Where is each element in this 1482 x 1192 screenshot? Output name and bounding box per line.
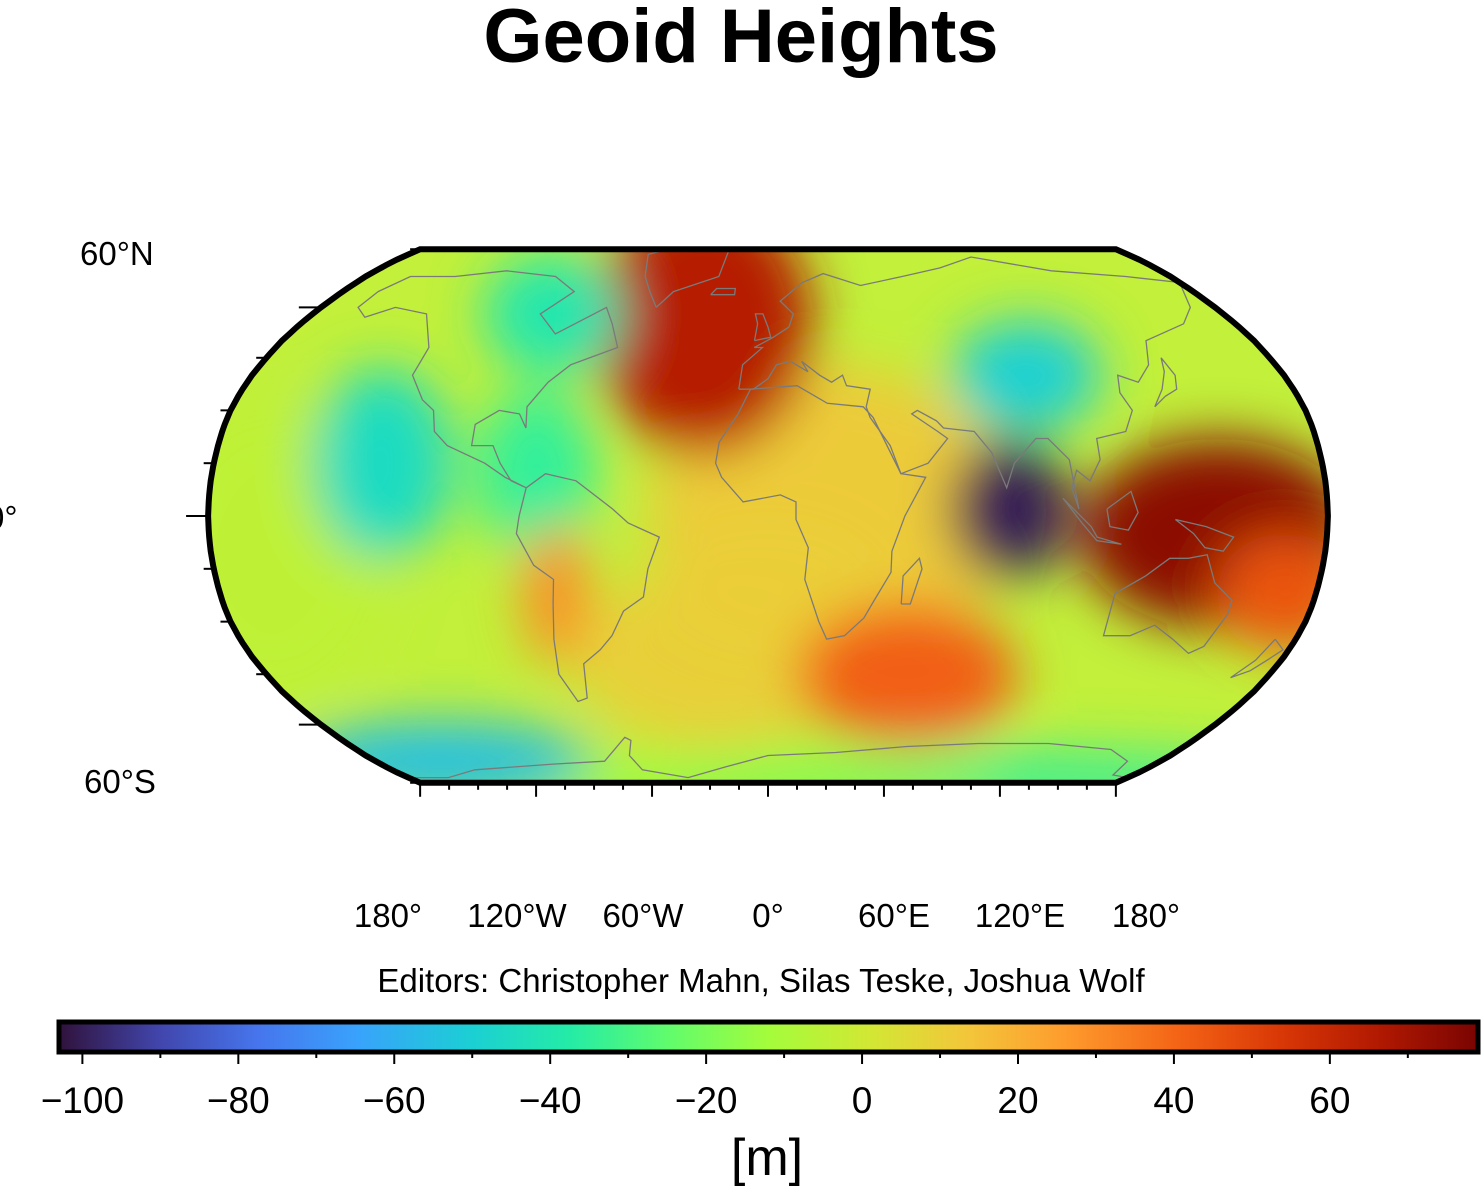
colorbar-tick-label: 60	[1309, 1080, 1351, 1121]
coastline-uk	[753, 313, 772, 342]
coastline-africa	[714, 385, 927, 640]
lon-label-120w: 120°W	[467, 897, 567, 934]
lon-label-180e: 180°	[1111, 897, 1181, 934]
lon-label-0: 0°	[752, 897, 784, 934]
lon-label-60w: 60°W	[602, 897, 684, 934]
lat-label-60n: 60°N	[80, 235, 154, 272]
lon-label-180w: 180°	[353, 897, 423, 934]
colorbar-tick-label: −40	[518, 1080, 582, 1121]
colorbar-tick-label: 0	[851, 1080, 873, 1121]
anomaly-core	[348, 415, 419, 511]
anomaly-core	[852, 639, 963, 710]
coastline-antarctica	[408, 736, 1129, 779]
lat-label-60s: 60°S	[84, 763, 156, 800]
anomaly-core	[538, 558, 571, 629]
colorbar-tick-label: −100	[40, 1080, 125, 1121]
lon-label-60e: 60°E	[858, 897, 930, 934]
colorbar-unit: [m]	[730, 1129, 804, 1187]
anomaly-core	[506, 431, 567, 517]
lon-label-120e: 120°E	[974, 897, 1066, 934]
anomaly-core	[988, 347, 1064, 403]
editors-credit: Editors: Christopher Mahn, Silas Teske, …	[377, 962, 1145, 999]
anomaly-core	[366, 741, 517, 782]
coastline-japan	[1154, 357, 1178, 408]
geoid-field	[208, 249, 1328, 783]
coastline-madagascar	[900, 556, 923, 605]
coastline-australia	[1102, 553, 1233, 655]
colorbar-tick-label: 40	[1153, 1080, 1195, 1121]
colorbar-tick-label: −20	[674, 1080, 738, 1121]
anomaly-core	[1250, 563, 1321, 624]
colorbar-tick-label: −60	[362, 1080, 426, 1121]
coastline-iceland	[710, 287, 737, 296]
coastline-new-guinea	[1175, 518, 1235, 552]
coastline-borneo	[1106, 490, 1139, 531]
chart-title: Geoid Heights	[483, 0, 999, 79]
anomaly-core	[517, 283, 588, 344]
colorbar-tick-label: −80	[206, 1080, 270, 1121]
coastline-north-america	[357, 270, 619, 489]
coastline-eurasia	[738, 256, 1192, 510]
coastline-south-america	[515, 472, 661, 703]
colorbar	[56, 1019, 1481, 1055]
coastline-sumatra-java	[1062, 497, 1122, 545]
lat-label-equator: 0°	[0, 499, 18, 536]
coastline-new-zealand	[1230, 638, 1284, 679]
anomaly-core	[980, 473, 1041, 544]
coastline-greenland	[644, 249, 731, 308]
colorbar-tick-label: 20	[997, 1080, 1039, 1121]
